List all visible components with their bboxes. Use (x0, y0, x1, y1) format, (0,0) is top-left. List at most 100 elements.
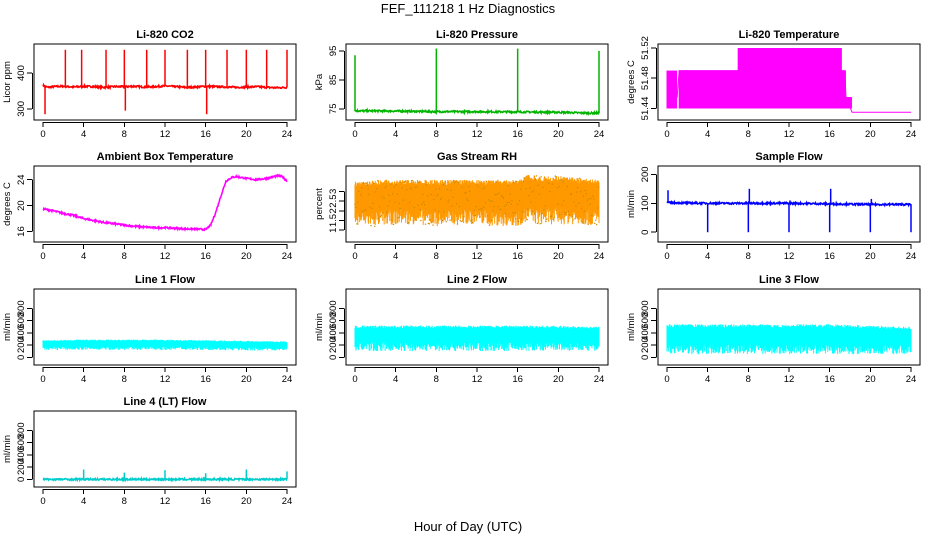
data-point (396, 193, 399, 195)
x-tick-label: 20 (865, 251, 876, 262)
data-point (526, 218, 528, 221)
data-point (500, 194, 503, 197)
data-point (382, 211, 384, 214)
data-point (531, 191, 533, 193)
data-point (418, 181, 420, 184)
x-tick-label: 4 (705, 251, 710, 262)
data-point (541, 212, 543, 215)
x-tick-label: 0 (40, 129, 45, 140)
data-point (535, 175, 538, 177)
x-tick-label: 12 (784, 251, 795, 262)
chart-panel-2: Li-820 Pressure 0 4 8 12 16 20 24 75 85 95 kPa (314, 29, 609, 140)
chart-panel-8: Line 2 Flow 0 4 8 12 16 20 24 0 200400600800ml/mi… (314, 274, 609, 385)
plot-frame (345, 288, 609, 366)
data-point (491, 200, 493, 203)
data-point (543, 208, 545, 211)
x-tick-label: 20 (241, 251, 252, 262)
panel-title: Sample Flow (755, 151, 823, 163)
data-point (572, 219, 574, 221)
plot-data (666, 324, 912, 355)
plot-data (42, 339, 288, 351)
data-point (503, 205, 506, 208)
data-point (455, 203, 458, 205)
data-point (559, 213, 561, 216)
data-point (425, 184, 428, 186)
data-point (547, 210, 549, 212)
x-tick-label: 0 (40, 496, 45, 507)
data-point (597, 186, 600, 188)
data-point (481, 208, 483, 210)
data-point (387, 205, 389, 207)
data-point (473, 209, 476, 212)
data-point (355, 206, 357, 208)
x-tick-label: 0 (352, 251, 357, 262)
x-tick-label: 4 (705, 374, 710, 385)
x-tick-label: 24 (282, 129, 293, 140)
y-tick-label: 51.44 (640, 97, 651, 121)
data-point (369, 206, 371, 208)
data-point (588, 198, 590, 200)
data-point (513, 181, 515, 184)
data-point (453, 181, 456, 184)
data-point (401, 187, 403, 189)
data-point (390, 183, 392, 185)
data-point (450, 189, 452, 191)
data-point (592, 195, 594, 197)
y-tick-label: 200 (328, 337, 339, 353)
x-tick-label: 8 (122, 129, 127, 140)
data-point (539, 223, 541, 225)
data-point (557, 203, 559, 205)
y-tick-label: 400 (16, 325, 27, 341)
x-tick-label: 16 (824, 374, 835, 385)
x-tick-label: 16 (824, 129, 835, 140)
y-tick-label: 0 (640, 355, 651, 360)
data-point (422, 201, 425, 203)
x-tick-label: 20 (241, 496, 252, 507)
data-point (565, 211, 568, 214)
data-point (532, 210, 534, 213)
data-point (405, 180, 407, 182)
data-point (471, 221, 474, 224)
data-point (505, 204, 508, 206)
data-point (537, 184, 540, 186)
data-point (490, 219, 493, 222)
plot-data (42, 173, 288, 232)
data-point (362, 182, 365, 184)
y-axis-label: degrees C (2, 182, 13, 226)
data-point (560, 179, 562, 181)
data-point (591, 214, 593, 217)
x-tick-label: 4 (81, 374, 86, 385)
y-tick-label: 1 (328, 228, 339, 233)
data-band (738, 48, 842, 71)
y-axis-label: ml/min (626, 190, 637, 218)
y-tick-label: 0 (16, 477, 27, 482)
y-axis-label: kPa (314, 73, 325, 90)
x-tick-label: 20 (865, 374, 876, 385)
data-band (679, 70, 846, 109)
plot-frame (657, 288, 921, 366)
x-tick-label: 12 (160, 374, 171, 385)
data-point (403, 181, 405, 184)
data-point (464, 192, 466, 195)
data-point (354, 203, 356, 205)
data-point (395, 184, 398, 186)
y-tick-label: 51.52 (640, 36, 651, 60)
plot-data (42, 469, 288, 483)
data-point (448, 199, 450, 201)
data-point (457, 181, 460, 184)
data-point (378, 206, 381, 208)
data-point (432, 224, 434, 226)
data-point (593, 198, 595, 200)
y-tick-label: 0 (640, 230, 651, 235)
data-point (554, 175, 556, 177)
data-point (501, 196, 504, 198)
data-point (488, 224, 491, 226)
data-point (548, 190, 551, 193)
x-tick-label: 16 (200, 129, 211, 140)
figure-title: FEF_111218 1 Hz Diagnostics (381, 1, 556, 16)
x-tick-label: 12 (784, 374, 795, 385)
y-axis-label: ml/min (314, 313, 325, 341)
data-point (553, 216, 556, 219)
data-point (544, 205, 546, 207)
x-tick-label: 0 (40, 251, 45, 262)
